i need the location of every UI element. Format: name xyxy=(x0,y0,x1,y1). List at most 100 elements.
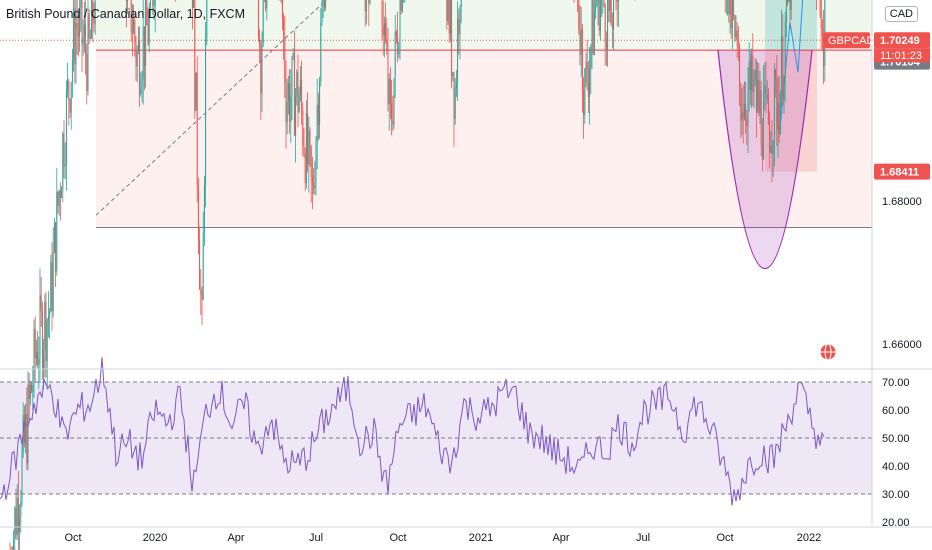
time-tick-label: Oct xyxy=(64,532,81,544)
candle-body xyxy=(265,0,267,9)
trend-line xyxy=(95,0,327,216)
candle-body xyxy=(291,56,293,97)
candle-body xyxy=(64,163,66,167)
candle-body xyxy=(88,13,90,39)
chart-title: British Pound / Canadian Dollar, 1D, FXC… xyxy=(6,7,245,21)
candle-body xyxy=(194,0,196,111)
candle-body xyxy=(747,89,749,126)
candle-body xyxy=(89,38,91,40)
candle-body xyxy=(585,62,587,70)
rsi-tick-label: 70.00 xyxy=(882,377,910,389)
candle-body xyxy=(52,252,54,311)
candle-body xyxy=(14,507,16,539)
candle-body xyxy=(749,61,751,91)
candle-body xyxy=(197,185,199,241)
rsi-tick-label: 60.00 xyxy=(882,405,910,417)
candle-body xyxy=(302,109,304,146)
price-tag-label: 1.70249 xyxy=(880,35,920,47)
candle-body xyxy=(823,36,825,66)
candle-body xyxy=(748,61,750,90)
currency-badge[interactable]: CAD xyxy=(884,6,918,22)
candle-body xyxy=(746,118,748,126)
candle-body xyxy=(741,112,743,121)
price-tag-bg xyxy=(874,163,930,180)
candle-body xyxy=(769,123,771,153)
candle-body xyxy=(788,0,790,2)
candle-body xyxy=(310,146,312,178)
candle-body xyxy=(257,0,259,37)
price-tag-label: 1.68411 xyxy=(880,167,919,179)
candle-body xyxy=(458,18,460,35)
candle-body xyxy=(21,451,23,502)
candle-body xyxy=(17,497,19,533)
candle-body xyxy=(770,145,772,153)
candle-body xyxy=(581,29,583,91)
candle-body xyxy=(262,0,264,43)
symbol-label-bg xyxy=(823,32,870,49)
candle-body xyxy=(457,18,459,83)
countdown-label: 11:01:23 xyxy=(880,50,922,62)
candle-body xyxy=(125,0,127,1)
candle-body xyxy=(773,70,775,141)
candle-body xyxy=(191,0,193,9)
candle-body xyxy=(821,28,823,37)
candle-body xyxy=(25,413,27,444)
candle-body xyxy=(137,40,139,52)
candle-body xyxy=(35,352,37,359)
candle-body xyxy=(321,0,323,24)
candle-body xyxy=(196,72,198,186)
candle-body xyxy=(322,0,324,1)
candle-body xyxy=(152,0,154,6)
candle-body xyxy=(32,385,34,392)
candle-body xyxy=(736,30,738,47)
candle-body xyxy=(596,0,598,6)
candle-body xyxy=(45,301,47,362)
candle-body xyxy=(394,31,396,78)
candle-body xyxy=(61,190,63,198)
candle-body xyxy=(587,83,589,97)
candle-body xyxy=(43,349,45,370)
candle-body xyxy=(386,40,388,51)
candle-body xyxy=(81,0,83,45)
candle-body xyxy=(75,22,77,65)
candle-body xyxy=(578,0,580,31)
candle-body xyxy=(764,85,766,94)
candle-body xyxy=(16,497,18,535)
candle-body xyxy=(735,30,737,38)
candle-body xyxy=(50,262,52,312)
candle-body xyxy=(59,191,61,198)
candle-body xyxy=(381,0,383,26)
candle-body xyxy=(193,0,195,9)
candle-body xyxy=(611,25,613,29)
candle-body xyxy=(135,42,137,66)
candle-body xyxy=(260,46,262,94)
candle-body xyxy=(85,24,87,54)
candle-body xyxy=(316,104,318,142)
candle-body xyxy=(459,6,461,35)
candle-body xyxy=(259,36,261,47)
candle-body xyxy=(382,25,384,36)
candle-body xyxy=(139,40,141,94)
candle-body xyxy=(76,22,78,30)
candle-body xyxy=(93,23,95,25)
candle-body xyxy=(301,80,303,110)
candle-body xyxy=(737,46,739,48)
candle-body xyxy=(731,0,733,29)
candle-body xyxy=(146,0,148,26)
candle-body xyxy=(292,53,294,57)
candle-body xyxy=(131,31,133,33)
candle-body xyxy=(199,240,201,290)
time-tick-label: Apr xyxy=(552,532,569,544)
candle-body xyxy=(130,0,132,32)
candle-body xyxy=(148,13,150,45)
rsi-tick-label: 40.00 xyxy=(882,461,910,473)
candle-body xyxy=(49,311,51,317)
candle-body xyxy=(610,0,612,26)
candle-body xyxy=(57,192,59,206)
candle-body xyxy=(304,153,306,184)
candle-body xyxy=(19,517,21,533)
candle-body xyxy=(401,0,403,11)
candle-body xyxy=(451,0,453,76)
candle-body xyxy=(143,26,145,67)
